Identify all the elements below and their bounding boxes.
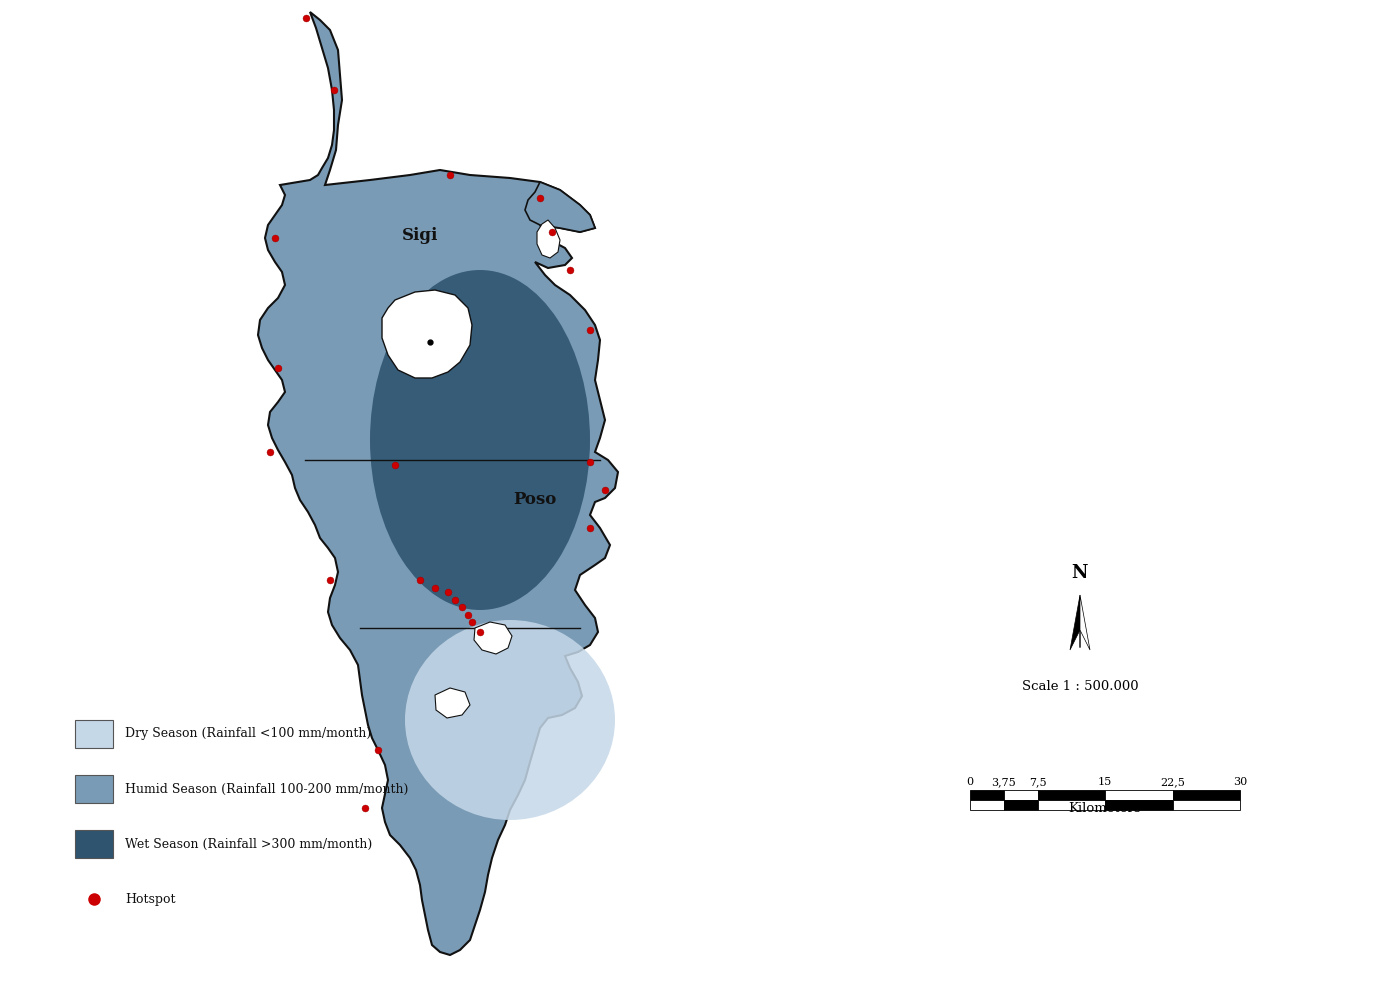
Ellipse shape	[405, 620, 614, 820]
Polygon shape	[1080, 595, 1089, 650]
Bar	[75, 775, 113, 803]
Text: Hotspot: Hotspot	[125, 893, 176, 905]
Text: Humid Season (Rainfall 100-200 mm/month): Humid Season (Rainfall 100-200 mm/month)	[125, 783, 408, 796]
Polygon shape	[258, 12, 618, 955]
Text: N: N	[1071, 564, 1088, 582]
Text: 22,5: 22,5	[1160, 777, 1185, 787]
Text: 7,5: 7,5	[1028, 777, 1046, 787]
Bar	[1038, 790, 1105, 800]
Polygon shape	[382, 290, 472, 378]
Bar	[970, 790, 1004, 800]
Bar	[1105, 790, 1173, 800]
Text: Dry Season (Rainfall <100 mm/month): Dry Season (Rainfall <100 mm/month)	[125, 728, 372, 741]
Bar	[1004, 800, 1038, 810]
Polygon shape	[435, 688, 469, 718]
Polygon shape	[1070, 595, 1080, 650]
Ellipse shape	[371, 270, 591, 610]
Text: Kilometers: Kilometers	[1068, 802, 1141, 815]
Text: Scale 1 : 500.000: Scale 1 : 500.000	[1021, 680, 1138, 693]
Bar	[1038, 800, 1105, 810]
Text: 3,75: 3,75	[992, 777, 1015, 787]
Text: Sigi: Sigi	[401, 227, 439, 243]
Bar	[1173, 790, 1240, 800]
Bar	[1004, 790, 1038, 800]
Bar	[970, 800, 1004, 810]
Polygon shape	[536, 220, 560, 258]
Text: Poso: Poso	[514, 491, 557, 508]
Polygon shape	[525, 182, 595, 232]
Text: 15: 15	[1098, 777, 1112, 787]
Bar	[75, 720, 113, 748]
Bar	[75, 830, 113, 858]
Bar	[1105, 800, 1173, 810]
Bar	[1173, 800, 1240, 810]
Text: 30: 30	[1233, 777, 1247, 787]
Text: 0: 0	[967, 777, 974, 787]
Text: Wet Season (Rainfall >300 mm/month): Wet Season (Rainfall >300 mm/month)	[125, 838, 372, 851]
Polygon shape	[474, 622, 513, 654]
